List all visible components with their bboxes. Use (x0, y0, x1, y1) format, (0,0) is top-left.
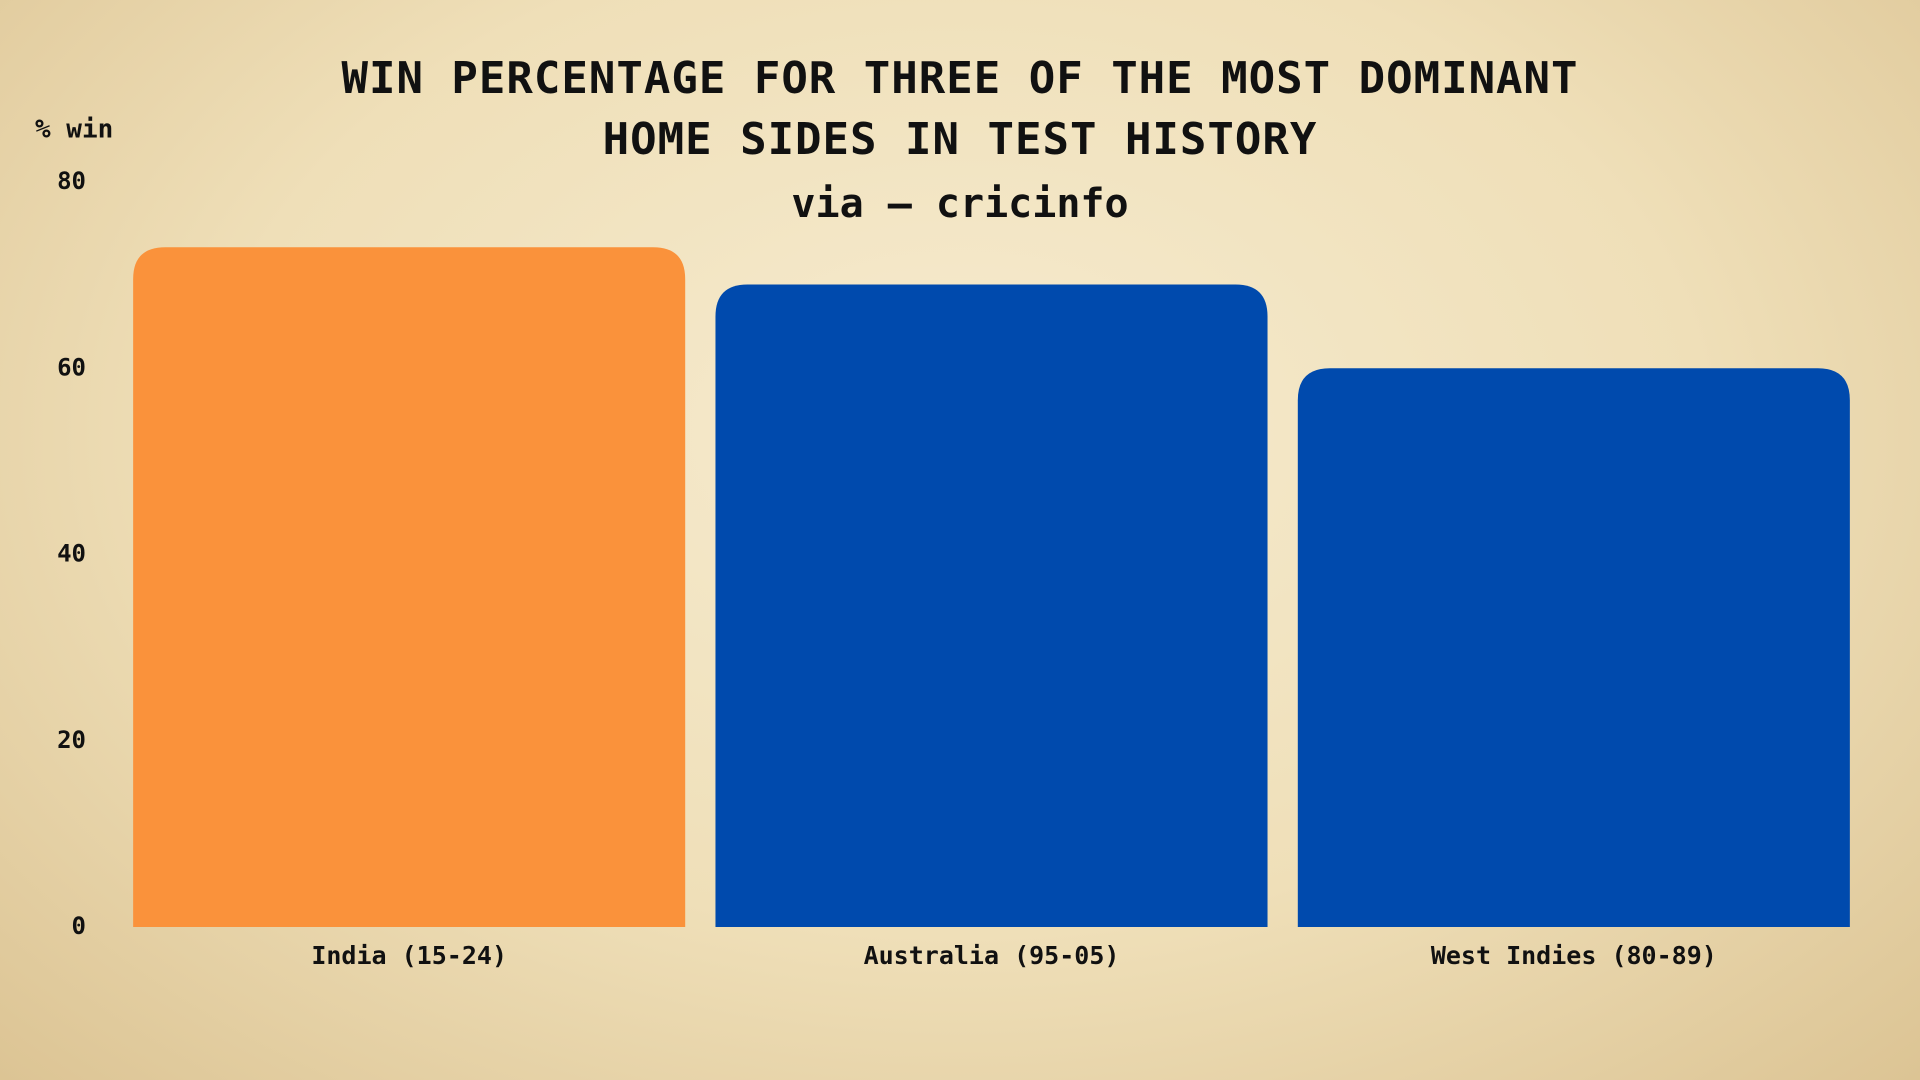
x-tick-label: India (15-24) (311, 941, 507, 970)
chart-subtitle: via – cricinfo (791, 181, 1128, 227)
chart-title: WIN PERCENTAGE FOR THREE OF THE MOST DOM… (341, 53, 1579, 165)
y-tick-label: 20 (57, 726, 86, 754)
bar (133, 247, 686, 927)
y-tick-label: 80 (57, 167, 86, 195)
y-tick-label: 0 (72, 912, 86, 940)
x-tick-label: West Indies (80-89) (1431, 941, 1717, 970)
y-tick-label: 60 (57, 353, 86, 381)
x-tick-label: Australia (95-05) (864, 941, 1120, 970)
y-tick-label: 40 (57, 540, 86, 568)
bar (715, 284, 1268, 927)
y-axis-label: % win (35, 115, 113, 145)
bar (1297, 368, 1850, 927)
